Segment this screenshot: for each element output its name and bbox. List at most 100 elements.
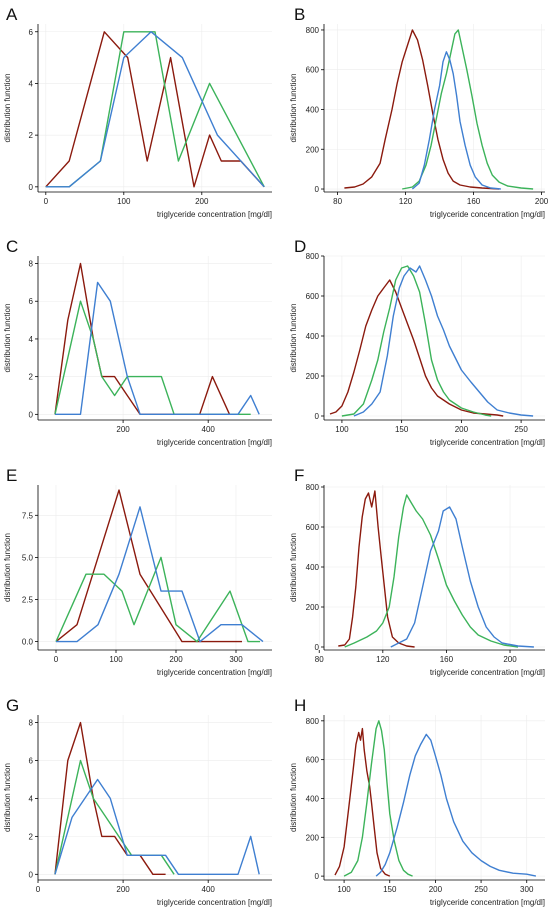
x-tick-label: 150 bbox=[395, 425, 409, 434]
series-line-red bbox=[338, 490, 415, 648]
x-tick-label: 250 bbox=[514, 425, 528, 434]
y-tick-label: 2 bbox=[29, 373, 34, 382]
y-tick-label: 0 bbox=[315, 872, 320, 881]
series-line-blue bbox=[56, 506, 264, 643]
y-tick-label: 0 bbox=[29, 410, 34, 419]
y-tick-label: 6 bbox=[29, 297, 34, 306]
y-tick-label: 400 bbox=[306, 563, 320, 572]
series-line-blue bbox=[353, 265, 534, 417]
chart-panel-f: 80 120 160 200 0 200 400 600 800 triglyceride con… bbox=[289, 466, 545, 677]
y-tick-label: 200 bbox=[306, 372, 320, 381]
y-tick-label: 800 bbox=[306, 252, 320, 261]
x-tick-label: 100 bbox=[117, 197, 131, 206]
y-tick-label: 7.5 bbox=[22, 511, 34, 520]
y-tick-label: 6 bbox=[29, 757, 34, 766]
x-tick-label: 0 bbox=[54, 655, 59, 664]
y-tick-label: 2 bbox=[29, 832, 34, 841]
y-tick-label: 5.0 bbox=[22, 553, 34, 562]
series-line-blue bbox=[411, 51, 501, 190]
x-tick-label: 120 bbox=[399, 197, 413, 206]
chart-panel-a: 0 100 200 0 2 4 6 triglyceride concentration [m… bbox=[3, 5, 272, 219]
y-tick-label: 0 bbox=[29, 183, 34, 192]
y-tick-label: 800 bbox=[306, 26, 320, 35]
x-axis-title: triglyceride concentration [mg/dl] bbox=[430, 898, 545, 907]
x-tick-label: 300 bbox=[229, 655, 243, 664]
y-tick-label: 600 bbox=[306, 66, 320, 75]
chart-panel-h: 100 150 200 250 300 0 200 400 600 800 triglyceride… bbox=[289, 696, 545, 907]
y-axis-title: distribution function bbox=[289, 304, 298, 373]
y-axis-title: distribution function bbox=[3, 304, 12, 373]
series-line-red bbox=[329, 279, 504, 417]
y-tick-label: 400 bbox=[306, 105, 320, 114]
x-axis-title: triglyceride concentration [mg/dl] bbox=[157, 210, 272, 219]
series-line-green bbox=[341, 265, 492, 417]
x-tick-label: 0 bbox=[44, 197, 49, 206]
x-tick-label: 200 bbox=[116, 425, 130, 434]
series-line-green bbox=[402, 29, 534, 190]
y-tick-label: 4 bbox=[29, 794, 34, 803]
series-line-red bbox=[45, 31, 265, 188]
y-tick-label: 2 bbox=[29, 131, 34, 140]
y-axis-title: distribution function bbox=[289, 763, 298, 832]
y-tick-label: 800 bbox=[306, 483, 320, 492]
y-tick-label: 8 bbox=[29, 719, 34, 728]
y-tick-label: 800 bbox=[306, 717, 320, 726]
series-line-blue bbox=[55, 281, 260, 415]
y-tick-label: 6 bbox=[29, 28, 34, 37]
y-tick-label: 4 bbox=[29, 335, 34, 344]
x-axis-title: triglyceride concentration [mg/dl] bbox=[157, 438, 272, 447]
chart-panel-e: 0 100 200 300 0.0 2.5 5.0 7.5 triglyceride conce… bbox=[3, 466, 272, 677]
x-tick-label: 100 bbox=[335, 425, 349, 434]
x-tick-label: 200 bbox=[195, 197, 209, 206]
y-tick-label: 0 bbox=[29, 870, 34, 879]
panel-label: B bbox=[294, 5, 305, 24]
series-line-green bbox=[54, 759, 175, 875]
x-tick-label: 160 bbox=[440, 655, 454, 664]
y-axis-title: distribution function bbox=[289, 533, 298, 602]
series-line-green bbox=[344, 494, 519, 648]
panel-label: H bbox=[294, 696, 306, 715]
x-tick-label: 0 bbox=[36, 885, 41, 894]
panel-label: E bbox=[6, 466, 17, 485]
y-tick-label: 0.0 bbox=[22, 638, 34, 647]
x-axis-title: triglyceride concentration [mg/dl] bbox=[157, 898, 272, 907]
y-axis-title: distribution function bbox=[3, 533, 12, 602]
series-line-green bbox=[55, 556, 260, 643]
chart-panel-c: 200 400 0 2 4 6 8 triglyceride concentration [m… bbox=[3, 237, 272, 447]
x-tick-label: 100 bbox=[337, 885, 351, 894]
chart-panel-d: 100 150 200 250 0 200 400 600 800 triglyceride co… bbox=[289, 237, 545, 447]
y-tick-label: 0 bbox=[315, 412, 320, 421]
y-axis-title: distribution function bbox=[289, 74, 298, 143]
x-tick-label: 80 bbox=[333, 197, 342, 206]
x-tick-label: 200 bbox=[535, 197, 549, 206]
x-tick-label: 120 bbox=[376, 655, 390, 664]
y-tick-label: 0 bbox=[315, 185, 320, 194]
x-tick-label: 160 bbox=[467, 197, 481, 206]
series-line-red bbox=[54, 721, 166, 875]
panel-label: F bbox=[294, 466, 304, 485]
series-line-red bbox=[55, 489, 242, 643]
series-line-red bbox=[54, 262, 231, 415]
y-tick-label: 200 bbox=[306, 145, 320, 154]
x-tick-label: 80 bbox=[315, 655, 324, 664]
series-line-red bbox=[334, 727, 391, 877]
series-line-blue bbox=[54, 778, 260, 875]
series-line-blue bbox=[390, 506, 534, 648]
y-tick-label: 2.5 bbox=[22, 595, 34, 604]
y-tick-label: 600 bbox=[306, 523, 320, 532]
y-tick-label: 200 bbox=[306, 603, 320, 612]
panel-label: A bbox=[6, 5, 18, 24]
x-tick-label: 200 bbox=[455, 425, 469, 434]
y-tick-label: 600 bbox=[306, 756, 320, 765]
series-line-green bbox=[343, 720, 413, 877]
x-tick-label: 200 bbox=[169, 655, 183, 664]
y-tick-label: 8 bbox=[29, 260, 34, 269]
chart-panel-b: 80 120 160 200 0 200 400 600 800 triglyceride con… bbox=[289, 5, 549, 219]
x-tick-label: 200 bbox=[503, 655, 517, 664]
panel-label: D bbox=[294, 237, 306, 256]
y-tick-label: 200 bbox=[306, 833, 320, 842]
y-tick-label: 600 bbox=[306, 292, 320, 301]
panel-label: C bbox=[6, 237, 18, 256]
x-axis-title: triglyceride concentration [mg/dl] bbox=[157, 668, 272, 677]
